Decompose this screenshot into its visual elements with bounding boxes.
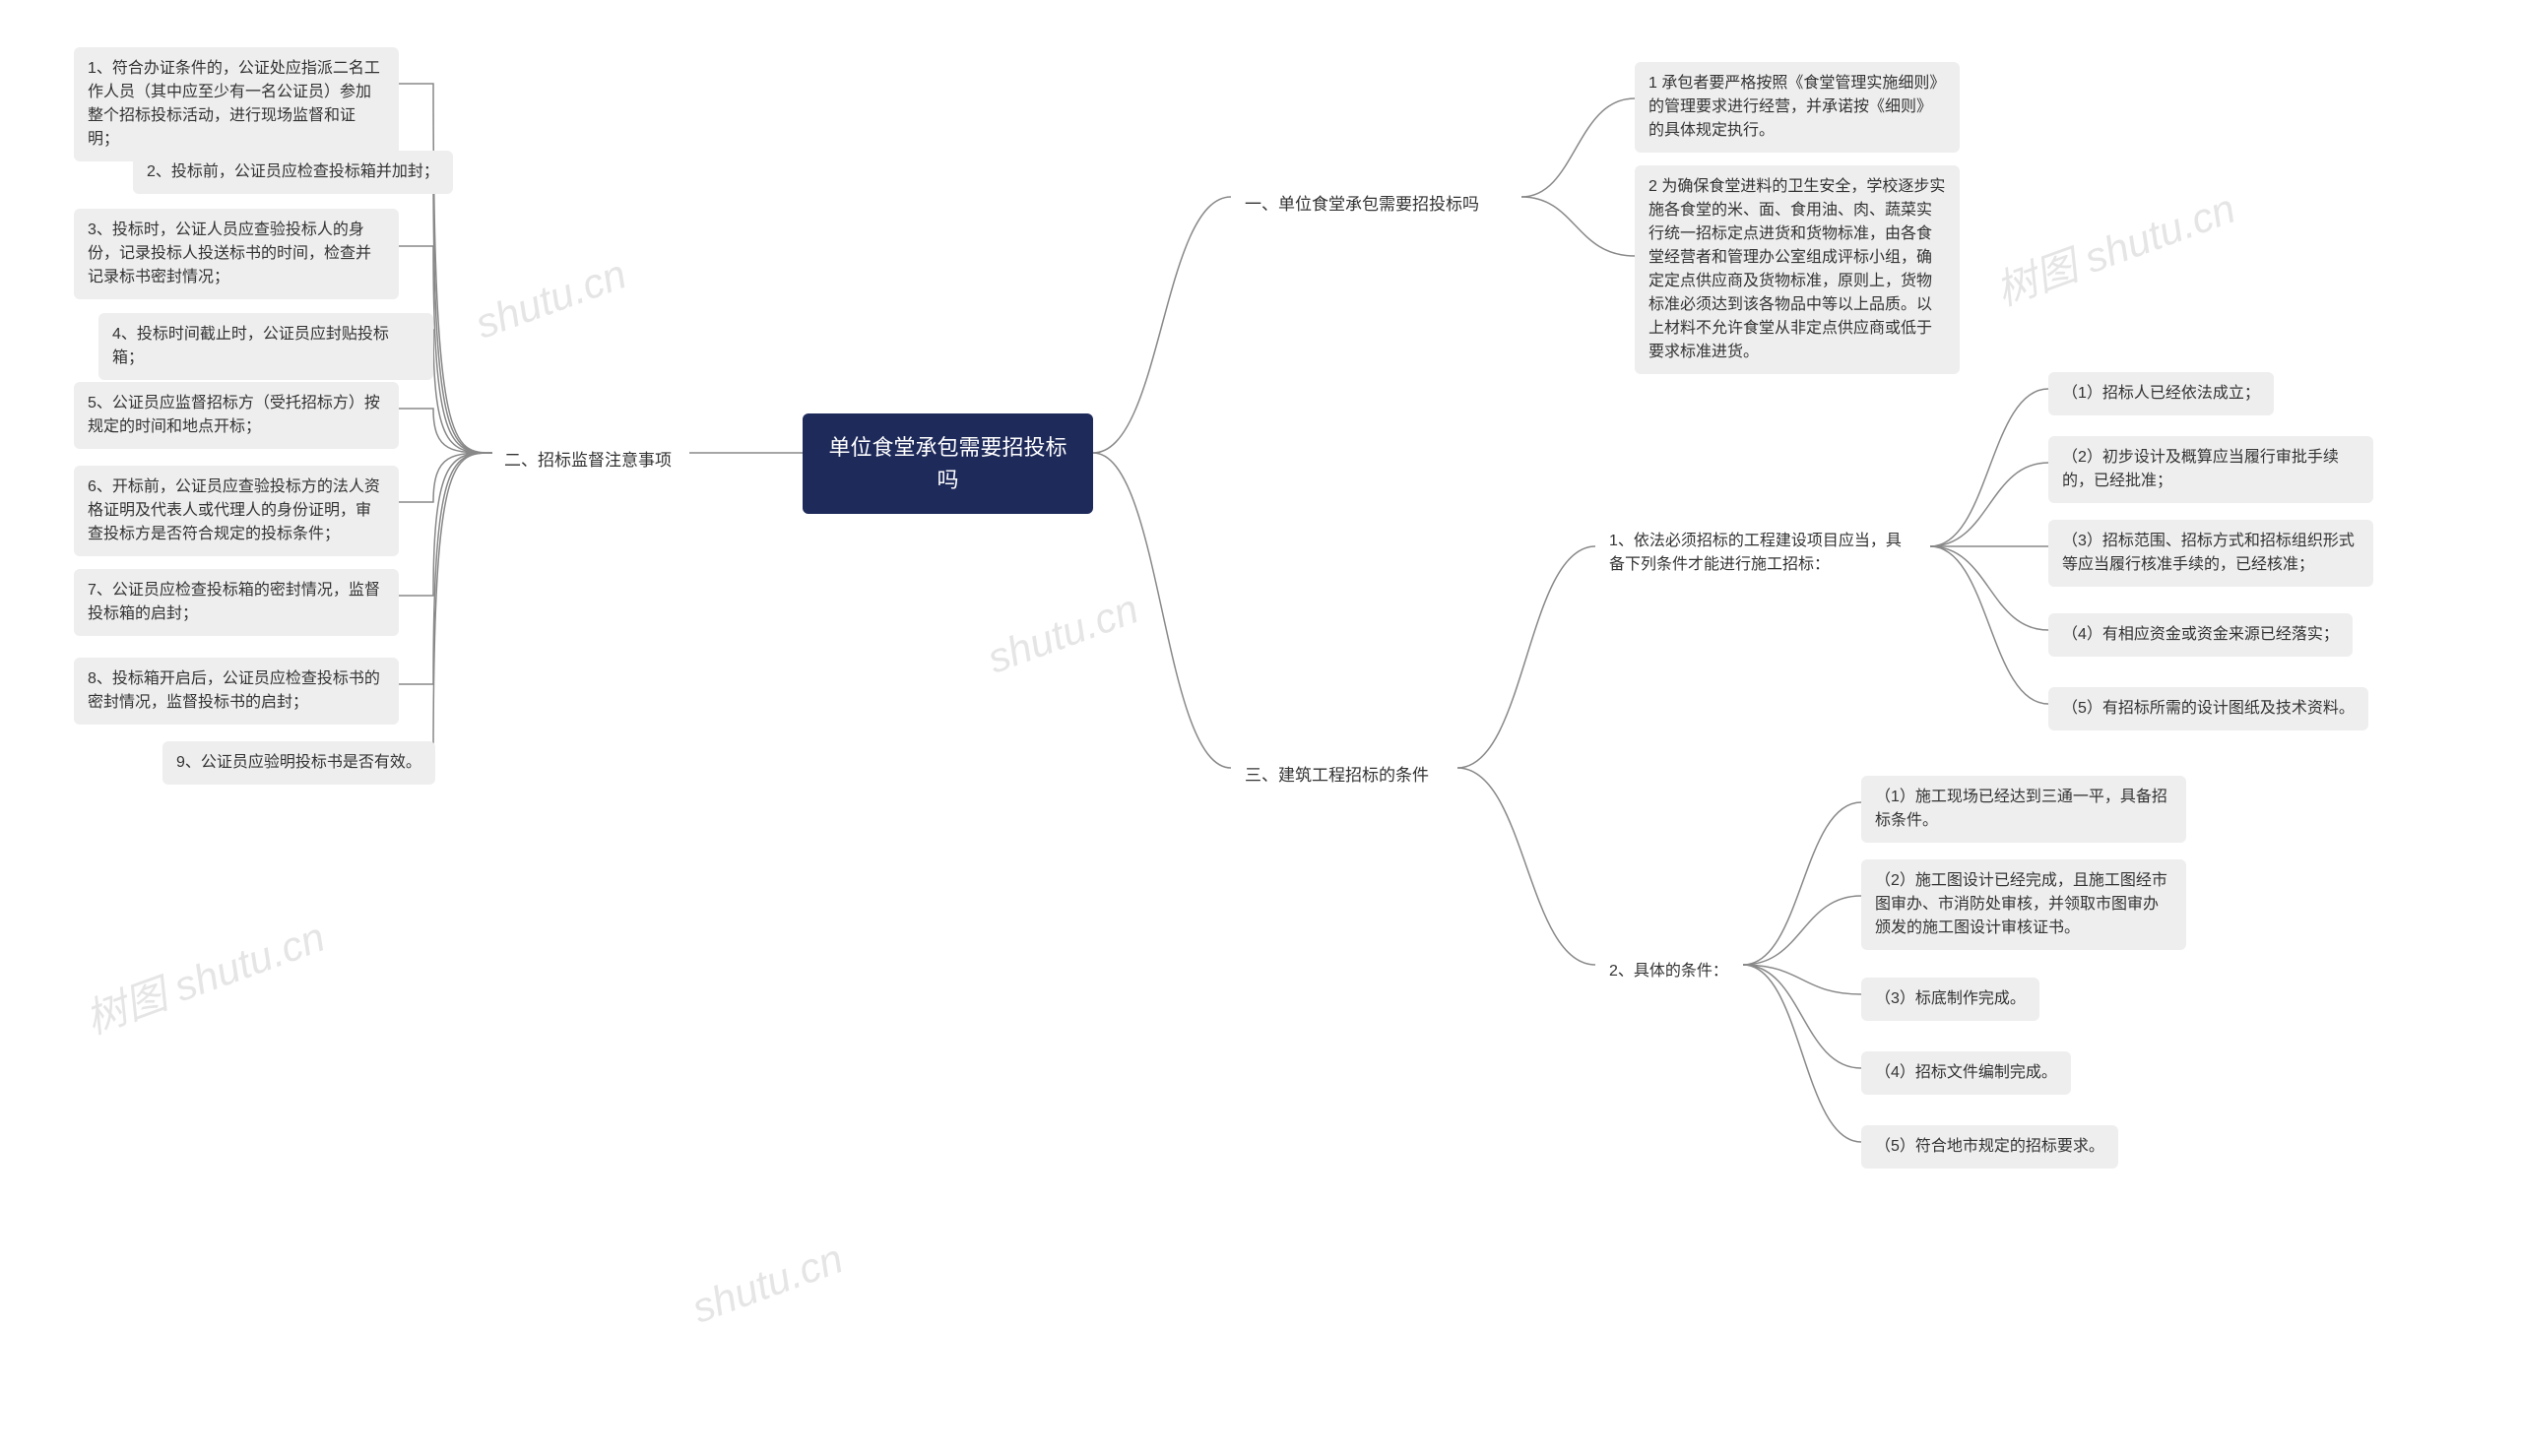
right1-item-2: 2 为确保食堂进料的卫生安全，学校逐步实施各食堂的米、面、食用油、肉、蔬菜实行统… bbox=[1635, 165, 1960, 374]
sub1-item-1: （1）招标人已经依法成立； bbox=[2048, 372, 2274, 415]
watermark: shutu.cn bbox=[982, 585, 1145, 682]
branch-left-label: 二、招标监督注意事项 bbox=[490, 438, 685, 483]
branch-right3-label: 三、建筑工程招标的条件 bbox=[1231, 753, 1443, 798]
branch-right1-label: 一、单位食堂承包需要招投标吗 bbox=[1231, 182, 1493, 227]
left-item-5: 5、公证员应监督招标方（受托招标方）按规定的时间和地点开标； bbox=[74, 382, 399, 449]
sub2-item-2: （2）施工图设计已经完成，且施工图经市图审办、市消防处审核，并领取市图审办颁发的… bbox=[1861, 859, 2186, 950]
watermark: 树图 shutu.cn bbox=[1986, 175, 2242, 317]
sub2-item-4: （4）招标文件编制完成。 bbox=[1861, 1051, 2071, 1095]
sub1-item-3: （3）招标范围、招标方式和招标组织形式等应当履行核准手续的，已经核准； bbox=[2048, 520, 2373, 587]
sub2-item-5: （5）符合地市规定的招标要求。 bbox=[1861, 1125, 2118, 1169]
sub2-item-3: （3）标底制作完成。 bbox=[1861, 978, 2039, 1021]
sub1-label: 1、依法必须招标的工程建设项目应当，具备下列条件才能进行施工招标： bbox=[1595, 520, 1930, 587]
sub1-item-4: （4）有相应资金或资金来源已经落实； bbox=[2048, 613, 2353, 657]
left-item-8: 8、投标箱开启后，公证员应检查投标书的密封情况，监督投标书的启封； bbox=[74, 658, 399, 725]
left-item-6: 6、开标前，公证员应查验投标方的法人资格证明及代表人或代理人的身份证明，审查投标… bbox=[74, 466, 399, 556]
watermark: 树图 shutu.cn bbox=[76, 904, 332, 1045]
watermark: shutu.cn bbox=[686, 1234, 850, 1332]
left-item-2: 2、投标前，公证员应检查投标箱并加封； bbox=[133, 151, 453, 194]
left-item-4: 4、投标时间截止时，公证员应封贴投标箱； bbox=[98, 313, 433, 380]
sub1-item-2: （2）初步设计及概算应当履行审批手续的，已经批准； bbox=[2048, 436, 2373, 503]
left-item-3: 3、投标时，公证人员应查验投标人的身份，记录投标人投送标书的时间，检查并记录标书… bbox=[74, 209, 399, 299]
center-node: 单位食堂承包需要招投标吗 bbox=[803, 413, 1093, 514]
sub2-label: 2、具体的条件： bbox=[1595, 950, 1742, 993]
left-item-1: 1、符合办证条件的，公证处应指派二名工作人员（其中应至少有一名公证员）参加整个招… bbox=[74, 47, 399, 161]
sub1-item-5: （5）有招标所需的设计图纸及技术资料。 bbox=[2048, 687, 2368, 730]
left-item-7: 7、公证员应检查投标箱的密封情况，监督投标箱的启封； bbox=[74, 569, 399, 636]
sub2-item-1: （1）施工现场已经达到三通一平，具备招标条件。 bbox=[1861, 776, 2186, 843]
watermark: shutu.cn bbox=[470, 250, 633, 348]
right1-item-1: 1 承包者要严格按照《食堂管理实施细则》的管理要求进行经营，并承诺按《细则》的具… bbox=[1635, 62, 1960, 153]
left-item-9: 9、公证员应验明投标书是否有效。 bbox=[162, 741, 435, 785]
